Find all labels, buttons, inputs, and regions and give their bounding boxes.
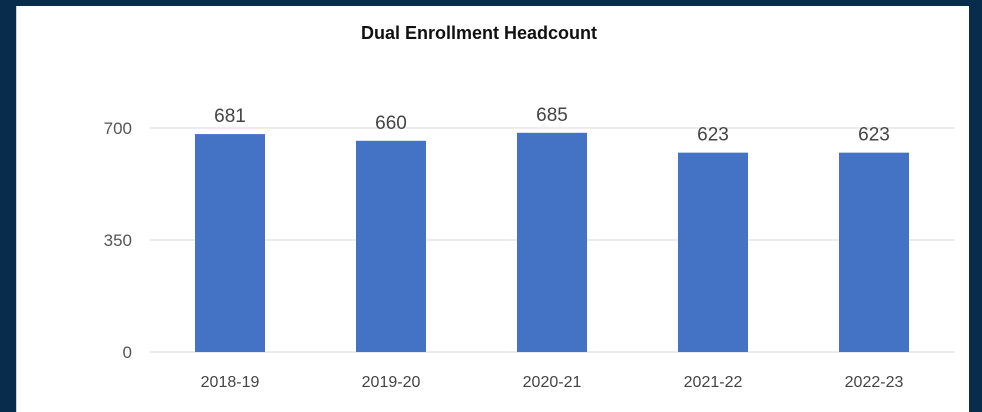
bar-2018-19 [195,134,265,352]
y-axis-ticks: 0 350 700 [104,119,132,362]
data-label-2019-20: 660 [375,113,407,134]
bar-2020-21 [517,132,587,352]
data-label-2018-19: 681 [214,106,246,127]
x-category-label: 2020-21 [523,374,582,391]
bars [195,132,909,352]
chart-card [16,6,969,412]
bar-2019-20 [356,140,426,352]
x-category-label: 2018-19 [201,374,260,391]
data-label-2020-21: 685 [536,105,568,126]
data-label-2022-23: 623 [858,125,890,146]
x-category-label: 2022-23 [845,374,904,391]
chart-title: Dual Enrollment Headcount [361,23,597,43]
x-axis-categories: 2018-19 2019-20 2020-21 2021-22 2022-23 [201,374,904,391]
x-category-label: 2021-22 [684,374,743,391]
y-tick-label: 700 [104,119,132,138]
data-label-2021-22: 623 [697,125,729,146]
x-category-label: 2019-20 [362,374,421,391]
bar-2021-22 [678,152,748,352]
bar-2022-23 [839,152,909,352]
y-tick-label: 0 [123,343,132,362]
data-labels: 681 660 685 623 623 [214,105,890,146]
y-tick-label: 350 [104,231,132,250]
